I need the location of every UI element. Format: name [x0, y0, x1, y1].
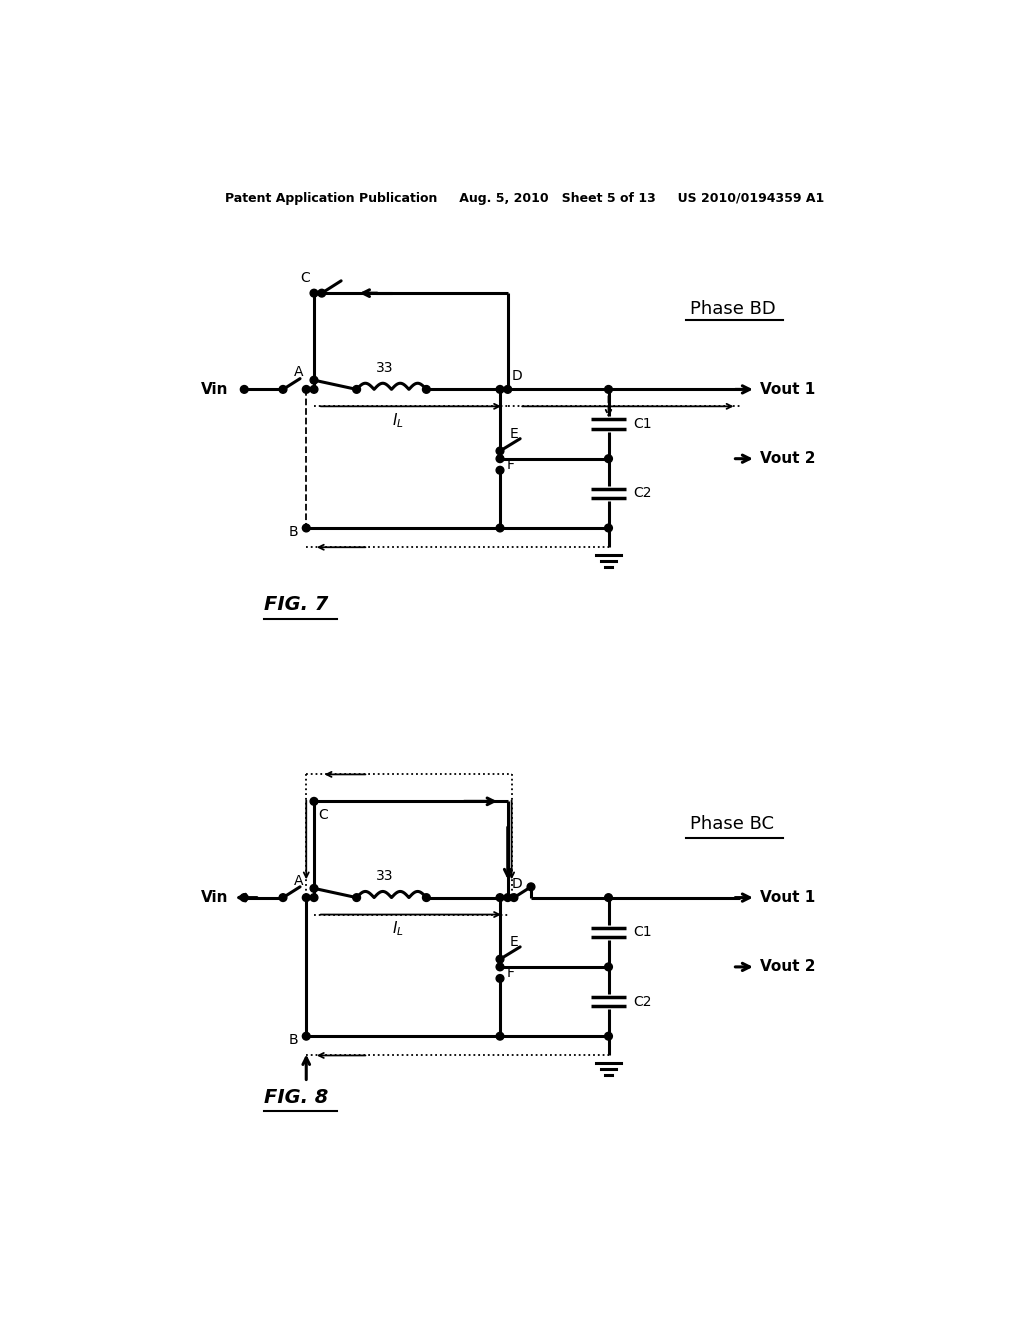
Text: E: E: [509, 428, 518, 441]
Circle shape: [496, 974, 504, 982]
Circle shape: [302, 385, 310, 393]
Text: D: D: [512, 368, 522, 383]
Circle shape: [504, 385, 512, 393]
Text: Vout 1: Vout 1: [760, 890, 815, 906]
Circle shape: [496, 524, 504, 532]
Text: 33: 33: [376, 360, 393, 375]
Circle shape: [604, 524, 612, 532]
Circle shape: [527, 883, 535, 891]
Text: F: F: [506, 966, 514, 979]
Circle shape: [604, 455, 612, 462]
Circle shape: [496, 455, 504, 462]
Text: FIG. 8: FIG. 8: [263, 1088, 328, 1107]
Circle shape: [496, 447, 504, 455]
Circle shape: [604, 385, 612, 393]
Text: B: B: [289, 1034, 299, 1047]
Circle shape: [496, 1032, 504, 1040]
Text: C2: C2: [633, 994, 652, 1008]
Text: F: F: [506, 458, 514, 471]
Circle shape: [604, 1032, 612, 1040]
Text: Vout 1: Vout 1: [760, 381, 815, 397]
Text: $I_L$: $I_L$: [391, 411, 403, 429]
Text: C: C: [300, 271, 310, 285]
Circle shape: [280, 894, 287, 902]
Circle shape: [496, 466, 504, 474]
Circle shape: [302, 894, 310, 902]
Text: Vin: Vin: [202, 381, 228, 397]
Circle shape: [423, 385, 430, 393]
Circle shape: [604, 894, 612, 902]
Circle shape: [310, 797, 317, 805]
Circle shape: [352, 385, 360, 393]
Text: C1: C1: [633, 925, 652, 940]
Circle shape: [317, 289, 326, 297]
Circle shape: [310, 884, 317, 892]
Circle shape: [496, 956, 504, 964]
Circle shape: [302, 524, 310, 532]
Circle shape: [423, 894, 430, 902]
Text: $I_L$: $I_L$: [391, 919, 403, 937]
Text: Vout 2: Vout 2: [760, 451, 815, 466]
Text: C2: C2: [633, 486, 652, 500]
Text: Phase BD: Phase BD: [689, 300, 775, 318]
Circle shape: [280, 385, 287, 393]
Text: Vout 2: Vout 2: [760, 960, 815, 974]
Circle shape: [241, 894, 248, 902]
Text: A: A: [294, 366, 303, 379]
Text: C: C: [317, 808, 328, 822]
Circle shape: [496, 385, 504, 393]
Text: Vin: Vin: [202, 890, 228, 906]
Circle shape: [604, 964, 612, 970]
Text: Phase BC: Phase BC: [690, 816, 774, 833]
Text: E: E: [509, 936, 518, 949]
Circle shape: [496, 894, 504, 902]
Text: C1: C1: [633, 417, 652, 432]
Text: FIG. 7: FIG. 7: [263, 595, 328, 615]
Text: 33: 33: [376, 869, 393, 883]
Text: A: A: [294, 874, 303, 887]
Text: Patent Application Publication     Aug. 5, 2010   Sheet 5 of 13     US 2010/0194: Patent Application Publication Aug. 5, 2…: [225, 191, 824, 205]
Circle shape: [302, 1032, 310, 1040]
Circle shape: [352, 894, 360, 902]
Circle shape: [310, 289, 317, 297]
Circle shape: [310, 385, 317, 393]
Circle shape: [310, 376, 317, 384]
Circle shape: [504, 894, 512, 902]
Text: D: D: [512, 876, 522, 891]
Circle shape: [310, 894, 317, 902]
Circle shape: [510, 894, 518, 902]
Text: B: B: [289, 525, 299, 539]
Circle shape: [241, 385, 248, 393]
Circle shape: [496, 964, 504, 970]
